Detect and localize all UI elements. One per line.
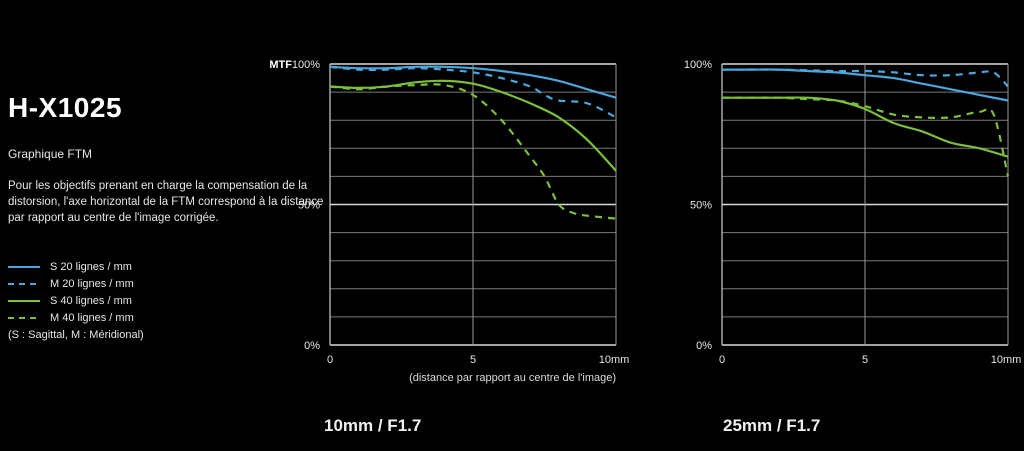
y-axis-label: MTF [269,59,292,71]
series-line-s40 [722,96,1009,158]
legend-swatch-s20 [8,266,40,268]
y-tick-label: 50% [298,200,320,212]
mtf-chart-25mm: 0% 50% 100% 0 5 10mm [662,50,1022,400]
mtf-chart-25mm-plot: 0% 50% 100% 0 5 10mm [684,59,1022,366]
x-tick-label: 5 [470,354,476,366]
legend-item-s40: S 40 lignes / mm [8,293,144,310]
legend-swatch-s40 [8,300,40,302]
legend-item-m20: M 20 lignes / mm [8,276,144,293]
y-tick-label: 100% [292,59,320,71]
series-line-m40 [722,96,1010,177]
x-tick-label: 0 [327,354,333,366]
description-text: Pour les objectifs prenant en charge la … [8,180,324,224]
chart-caption-25mm: 25mm / F1.7 [723,416,821,435]
legend-label-m20: M 20 lignes / mm [50,278,134,290]
legend: S 20 lignes / mm M 20 lignes / mm S 40 l… [8,259,144,341]
mtf-chart-10mm-plot: 0% 50% 100% 0 5 10mm MTF (distance par rapport … [269,59,630,384]
series-line-m20 [721,68,1009,88]
legend-swatch-m20 [8,283,40,285]
legend-item-s20: S 20 lignes / mm [8,259,144,276]
page-subtitle: Graphique FTM [8,147,93,161]
legend-label-s40: S 40 lignes / mm [50,295,132,307]
x-tick-label: 0 [719,354,725,366]
y-tick-label: 100% [684,59,712,71]
page-title: H-X1025 [8,92,123,123]
info-panel: H-X1025 Graphique FTM Pour les objectifs… [0,0,330,451]
x-tick-label: 10mm [991,354,1022,366]
legend-swatch-m40 [8,317,40,319]
y-tick-label: 0% [304,340,320,352]
x-tick-label: 5 [862,354,868,366]
y-tick-label: 50% [690,200,712,212]
mtf-chart-10mm: 0% 50% 100% 0 5 10mm MTF (distance par rapport … [269,50,630,400]
series-line-m40 [329,83,617,220]
x-axis-label: (distance par rapport au centre de l'ima… [409,372,616,384]
legend-item-m40: M 40 lignes / mm [8,310,144,327]
legend-label-s20: S 20 lignes / mm [50,261,132,273]
series-line-m20 [329,65,617,119]
chart-caption-10mm: 10mm / F1.7 [324,416,422,435]
x-tick-label: 10mm [599,354,630,366]
y-tick-label: 0% [696,340,712,352]
legend-note: (S : Sagittal, M : Méridional) [8,329,144,341]
series-line-s40 [329,79,617,172]
series-line-s20 [722,68,1009,102]
legend-label-m40: M 40 lignes / mm [50,312,134,324]
series-line-s20 [329,65,617,99]
